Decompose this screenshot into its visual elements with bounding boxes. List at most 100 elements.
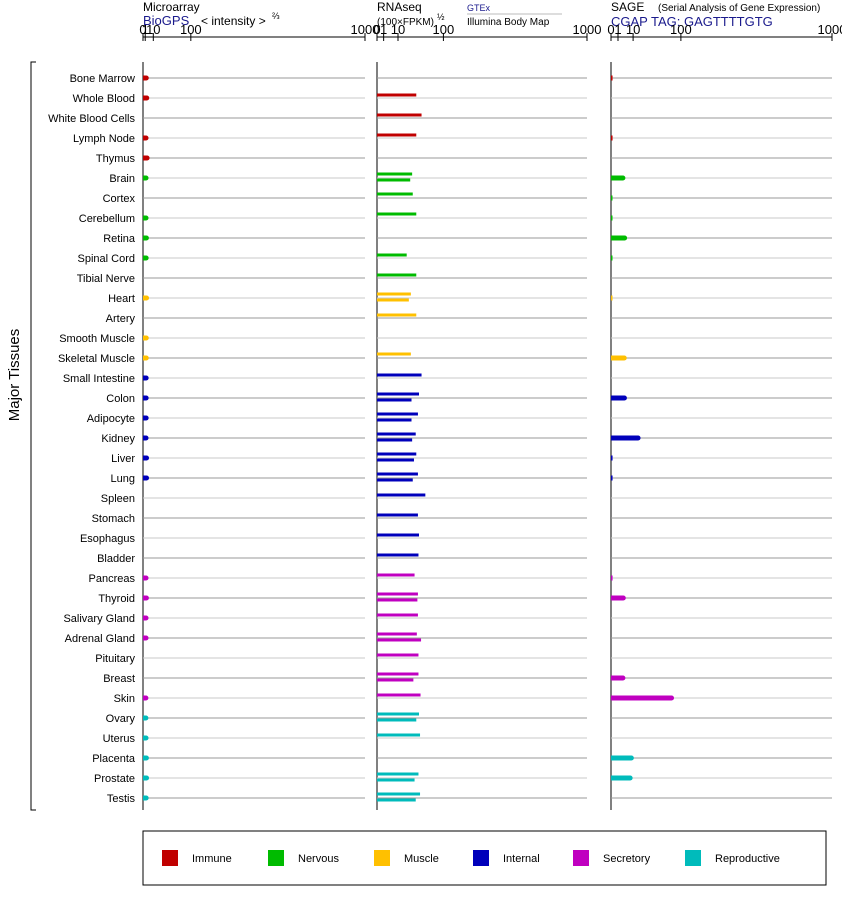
- sage-tick-label: 1: [614, 22, 621, 37]
- rnaseq-title: RNAseq: [377, 0, 422, 14]
- gtex-link[interactable]: GTEx: [467, 3, 491, 13]
- tissue-labels: Bone Marrow Whole Blood White Blood Cells L…: [48, 73, 136, 805]
- biogps-link[interactable]: BioGPS: [143, 13, 190, 28]
- microarray-tick-label: 1000: [351, 22, 380, 37]
- legend-swatch-immune: [162, 850, 178, 866]
- tissue-label: Placenta: [92, 753, 136, 765]
- sage-bar-end: [620, 175, 626, 181]
- rnaseq-tick-label: 0: [373, 22, 380, 37]
- bars-layer: [143, 75, 675, 802]
- sage-tick-label: 10: [626, 22, 640, 37]
- tissue-label: Bladder: [97, 553, 135, 565]
- tissue-label: Adrenal Gland: [65, 633, 135, 645]
- tissue-label: Breast: [103, 673, 135, 685]
- microarray-bar-end: [143, 75, 149, 81]
- microarray-bar-end: [143, 375, 149, 381]
- sage-bar-end: [620, 675, 626, 681]
- tissue-label: Lymph Node: [73, 133, 135, 145]
- sage-subtitle: (Serial Analysis of Gene Expression): [658, 3, 820, 14]
- microarray-bar-end: [144, 475, 150, 481]
- legend-swatch-reproductive: [685, 850, 701, 866]
- tissue-label: Liver: [111, 453, 135, 465]
- microarray-bar-end: [143, 635, 149, 641]
- microarray-bar-end: [143, 215, 149, 221]
- legend-swatch-muscle: [374, 850, 390, 866]
- tissue-label: Thymus: [96, 153, 136, 165]
- rnaseq-exponent: ½: [437, 12, 445, 22]
- microarray-bar-end: [144, 155, 150, 161]
- tissue-label: Heart: [108, 293, 135, 305]
- sage-tick-label: 0: [607, 22, 614, 37]
- intensity-label: < intensity >: [201, 14, 266, 28]
- tissue-label: Kidney: [101, 433, 135, 445]
- intensity-exponent: ⅔: [272, 11, 280, 21]
- microarray-bar-end: [143, 435, 149, 441]
- tissue-label: Stomach: [92, 513, 135, 525]
- tissue-label: Retina: [103, 233, 136, 245]
- legend-label-secretory: Secretory: [603, 853, 651, 865]
- tissue-label: Colon: [106, 393, 135, 405]
- axes-layer: 011010010000110100100001101001000: [139, 22, 842, 810]
- microarray-bar-end: [143, 395, 149, 401]
- tissue-label: Testis: [107, 793, 136, 805]
- microarray-bar-end: [143, 735, 149, 741]
- sage-tick-label: 100: [670, 22, 692, 37]
- microarray-bar-end: [143, 175, 149, 181]
- microarray-bar-end: [144, 775, 150, 781]
- microarray-bar-end: [143, 235, 149, 241]
- microarray-bar-end: [143, 575, 149, 581]
- rnaseq-tick-label: 1: [380, 22, 387, 37]
- tissue-label: Cerebellum: [79, 213, 135, 225]
- legend: Immune Nervous Muscle Internal Secretory Repr…: [162, 850, 780, 866]
- microarray-bar-end: [144, 295, 150, 301]
- rnaseq-header: RNAseq (100×FPKM) ½ GTEx Illumina Body M…: [377, 0, 562, 28]
- microarray-bar-end: [144, 455, 150, 461]
- tissue-label: Whole Blood: [73, 93, 135, 105]
- microarray-bar-end: [143, 755, 149, 761]
- sage-bar-end: [620, 595, 626, 601]
- rnaseq-tick-label: 100: [433, 22, 455, 37]
- sage-bar-end: [669, 695, 675, 701]
- legend-label-reproductive: Reproductive: [715, 853, 780, 865]
- microarray-tick-label: 1: [142, 22, 149, 37]
- microarray-bar-end: [143, 335, 149, 341]
- cgap-tag-link[interactable]: CGAP TAG: GAGTTTTGTG: [611, 14, 773, 29]
- microarray-header: Microarray BioGPS < intensity > ⅔: [143, 0, 280, 28]
- legend-label-nervous: Nervous: [298, 853, 339, 865]
- microarray-bar-end: [144, 95, 150, 101]
- microarray-bar-end: [143, 795, 149, 801]
- sage-bar-end: [621, 355, 627, 361]
- rnaseq-tick-label: 1000: [573, 22, 602, 37]
- microarray-bar-end: [143, 695, 149, 701]
- tissue-label: Pituitary: [95, 653, 135, 665]
- sage-bar-end: [628, 755, 634, 761]
- microarray-bar-end: [143, 135, 149, 141]
- y-axis-label: Major Tissues: [6, 329, 23, 422]
- tissue-label: Adipocyte: [87, 413, 135, 425]
- rnaseq-subtitle: (100×FPKM): [377, 17, 434, 28]
- tissue-label: Skin: [114, 693, 135, 705]
- illumina-body-map-label: Illumina Body Map: [467, 17, 550, 28]
- tissue-label: Pancreas: [89, 573, 136, 585]
- sage-bar-end: [627, 775, 633, 781]
- tissue-label: Brain: [109, 173, 135, 185]
- microarray-bar-end: [143, 355, 149, 361]
- microarray-tick-label: 10: [146, 22, 160, 37]
- tissue-label: Smooth Muscle: [59, 333, 135, 345]
- legend-label-muscle: Muscle: [404, 853, 439, 865]
- sage-bar-end: [622, 235, 628, 241]
- rnaseq-tick-label: 10: [391, 22, 405, 37]
- legend-swatch-nervous: [268, 850, 284, 866]
- tissue-label: Salivary Gland: [63, 613, 135, 625]
- tissue-label: Small Intestine: [63, 373, 135, 385]
- microarray-bar-end: [143, 715, 149, 721]
- microarray-tick-label: 100: [180, 22, 202, 37]
- tissue-label: Lung: [111, 473, 135, 485]
- tissue-label: White Blood Cells: [48, 113, 135, 125]
- tissue-label: Uterus: [103, 733, 136, 745]
- legend-swatch-internal: [473, 850, 489, 866]
- tissue-label: Cortex: [103, 193, 136, 205]
- legend-label-immune: Immune: [192, 853, 232, 865]
- sage-tick-label: 1000: [818, 22, 842, 37]
